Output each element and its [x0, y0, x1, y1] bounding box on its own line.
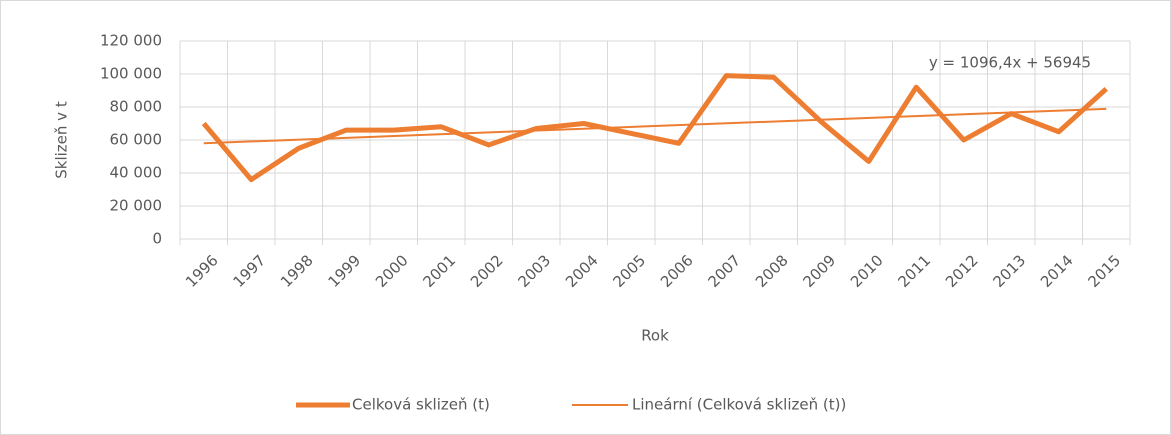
trend-equation: y = 1096,4x + 56945 [929, 54, 1091, 72]
legend-label: Lineární (Celková sklizeň (t)) [632, 396, 846, 414]
y-tick-label: 80 000 [110, 98, 163, 116]
y-tick-label: 20 000 [110, 197, 163, 215]
y-tick-label: 100 000 [100, 65, 162, 83]
data-line [201, 73, 1108, 183]
y-axis-title: Sklizeň v t [53, 101, 71, 179]
y-tick-label: 0 [152, 230, 162, 248]
trend-line [203, 107, 1107, 145]
y-tick-label: 60 000 [110, 131, 163, 149]
x-axis-title: Rok [641, 327, 669, 345]
y-tick-label: 40 000 [110, 164, 163, 182]
legend-label: Celková sklizeň (t) [352, 396, 490, 414]
y-tick-label: 120 000 [100, 32, 162, 50]
